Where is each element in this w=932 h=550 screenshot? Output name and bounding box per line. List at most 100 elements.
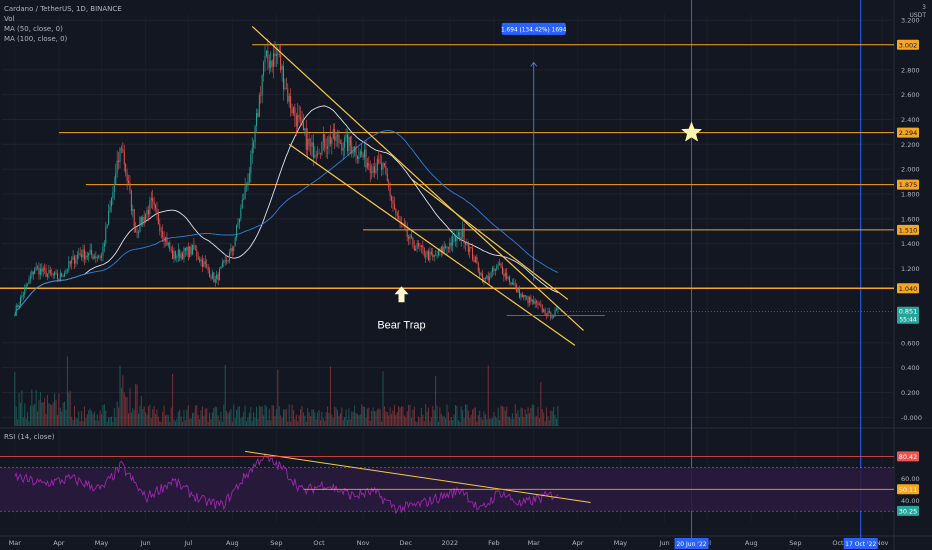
candle-body[interactable] [511,282,513,285]
candle-body[interactable] [156,208,158,215]
candle-body[interactable] [32,271,34,275]
candle-body[interactable] [381,163,383,170]
candle-body[interactable] [199,259,201,262]
candle-body[interactable] [243,199,245,200]
candle-body[interactable] [120,148,122,150]
candle-body[interactable] [435,254,437,256]
candle-body[interactable] [331,138,333,144]
candle-body[interactable] [503,274,505,277]
candle-body[interactable] [385,166,387,175]
candle-body[interactable] [152,198,154,202]
candle-body[interactable] [213,272,215,283]
candle-body[interactable] [290,95,292,109]
candle-body[interactable] [112,191,114,199]
candle-body[interactable] [105,226,107,244]
candle-body[interactable] [122,149,124,152]
star-icon[interactable] [680,121,703,142]
candle-body[interactable] [137,231,139,234]
candle-body[interactable] [278,54,280,56]
candle-body[interactable] [180,253,182,259]
candle-body[interactable] [540,304,542,307]
candle-body[interactable] [37,266,39,268]
candle-body[interactable] [490,271,492,278]
candle-body[interactable] [169,242,171,250]
candle-body[interactable] [445,246,447,249]
candle-body[interactable] [244,186,246,200]
candle-body[interactable] [176,256,178,259]
candle-body[interactable] [223,260,225,263]
annotations[interactable]: 1.694 (134.42%) 1694 Bear Trap [377,22,703,331]
candle-body[interactable] [38,267,40,275]
candle-body[interactable] [79,253,81,255]
candle-body[interactable] [459,232,461,241]
candle-body[interactable] [551,317,553,319]
candle-body[interactable] [428,251,430,260]
candle-body[interactable] [65,270,67,274]
candle-body[interactable] [204,261,206,265]
candle-body[interactable] [334,129,336,141]
candle-body[interactable] [287,88,289,102]
candle-body[interactable] [273,53,275,67]
candle-body[interactable] [28,279,30,284]
candle-body[interactable] [453,236,455,238]
wedge-inner-line[interactable] [411,178,569,300]
candle-body[interactable] [537,303,539,305]
candle-body[interactable] [396,212,398,216]
candle-body[interactable] [473,259,475,262]
candle-body[interactable] [533,299,535,304]
candle-body[interactable] [159,224,161,232]
candle-body[interactable] [405,226,407,228]
candle-body[interactable] [17,305,19,308]
candle-body[interactable] [426,251,428,257]
candle-body[interactable] [391,196,393,201]
candle-body[interactable] [298,115,300,118]
candle-body[interactable] [325,148,327,149]
candle-body[interactable] [52,273,54,276]
candle-body[interactable] [189,246,191,257]
candle-body[interactable] [216,274,218,280]
candle-body[interactable] [362,154,364,158]
candle-body[interactable] [265,50,267,57]
candle-body[interactable] [62,276,64,278]
candle-body[interactable] [201,259,203,268]
candle-body[interactable] [83,249,85,260]
candle-body[interactable] [388,181,390,188]
candle-body[interactable] [271,60,273,67]
candle-body[interactable] [76,254,78,260]
candle-body[interactable] [250,154,252,174]
measure-badge[interactable] [501,22,566,35]
candle-body[interactable] [544,309,546,315]
candle-body[interactable] [183,247,185,259]
candle-body[interactable] [68,261,70,270]
rsi-legend[interactable]: RSI (14, close) [4,433,55,441]
candle-body[interactable] [344,137,346,148]
candle-body[interactable] [305,128,307,150]
candle-body[interactable] [165,237,166,242]
candle-body[interactable] [351,145,353,154]
candle-body[interactable] [500,263,502,267]
candle-body[interactable] [93,256,95,259]
candle-body[interactable] [524,294,526,297]
candle-body[interactable] [373,166,375,173]
candle-body[interactable] [163,237,165,242]
candle-body[interactable] [113,184,115,192]
candle-body[interactable] [452,236,454,246]
candle-body[interactable] [55,272,57,274]
candle-body[interactable] [98,256,100,258]
candle-body[interactable] [197,256,199,260]
candle-body[interactable] [493,268,495,271]
candle-body[interactable] [489,277,491,281]
candle-body[interactable] [160,231,162,233]
candle-body[interactable] [383,162,385,167]
candle-body[interactable] [528,297,530,304]
candle-body[interactable] [300,117,302,119]
candle-body[interactable] [147,209,149,215]
rsi-trend-line[interactable] [245,450,591,503]
candle-body[interactable] [302,122,304,131]
candle-body[interactable] [308,138,310,146]
candle-body[interactable] [268,61,270,68]
candle-body[interactable] [42,267,44,272]
candle-body[interactable] [71,259,73,264]
candle-body[interactable] [19,297,21,305]
